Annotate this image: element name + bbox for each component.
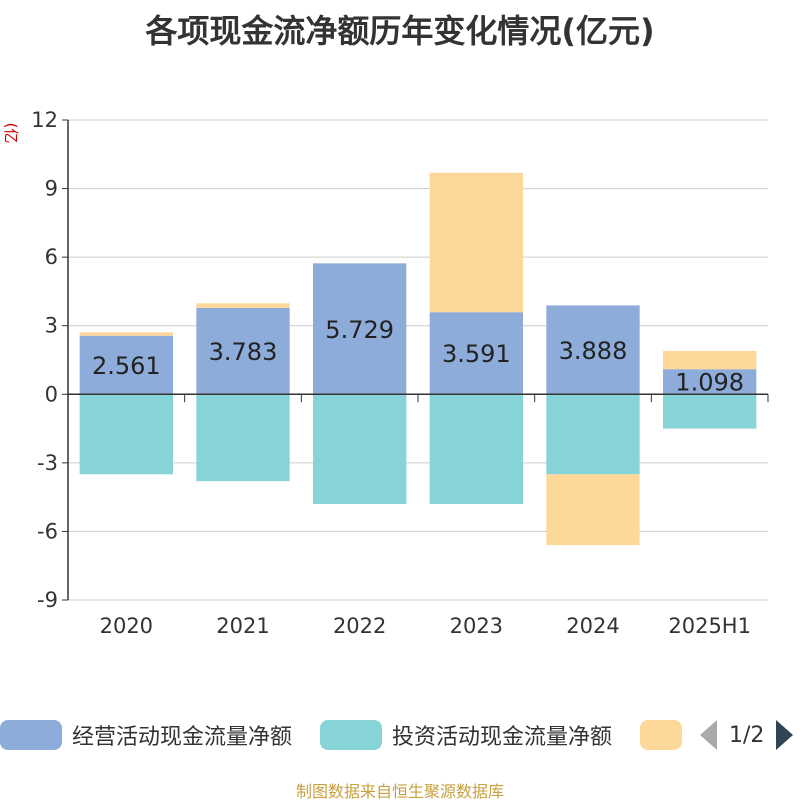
bar-operating-2021	[196, 307, 290, 395]
legend-pager: 1/2	[700, 713, 794, 757]
data-label-operating: 1.098	[675, 369, 744, 397]
legend-label-investing: 投资活动现金流量净额	[392, 725, 613, 750]
bar-investing-2025H1	[663, 394, 757, 429]
legend-page-indicator: 1/2	[729, 722, 765, 748]
x-tick-label: 2022	[333, 614, 386, 638]
x-tick-label: 2023	[450, 614, 503, 638]
bar-investing-2023	[429, 394, 523, 504]
legend-item-investing[interactable]: 投资活动现金流量净额	[320, 713, 612, 757]
axes: -9 -6 -3 0 3 6 9 12 2020 2021 2022 2023 2024 2025H1	[31, 108, 769, 638]
bar-operating-2020	[79, 335, 173, 395]
bar-financing-2024	[546, 474, 640, 546]
data-labels: 2.561 3.783 5.729 3.591 3.888 1.098	[92, 316, 744, 397]
chart-plot: -9 -6 -3 0 3 6 9 12 2020 2021 2022 2023 2024 2025H1 2…	[31, 108, 769, 638]
bars	[79, 172, 757, 546]
legend-next-page-icon[interactable]	[776, 720, 794, 750]
legend-swatch-investing	[320, 720, 382, 750]
bar-operating-2022	[313, 263, 407, 395]
legend-label-operating: 经营活动现金流量净额	[72, 725, 293, 750]
legend-swatch-financing	[640, 720, 682, 750]
bar-operating-2024	[546, 305, 640, 395]
y-tick-label: -9	[37, 588, 58, 612]
grid-lines	[68, 119, 768, 601]
bar-investing-2021	[196, 394, 290, 482]
x-tick-label: 2020	[100, 614, 153, 638]
bar-financing-2023	[429, 172, 523, 313]
y-tick-label: 6	[45, 245, 58, 269]
bar-financing-2025H1	[663, 350, 757, 370]
x-tick-label: 2025H1	[668, 614, 751, 638]
data-label-operating: 5.729	[325, 316, 394, 344]
data-label-operating: 3.591	[442, 340, 511, 368]
bar-investing-2024	[546, 394, 640, 475]
bar-operating-2023	[429, 312, 523, 395]
y-tick-label: 0	[45, 382, 58, 406]
legend-item-financing[interactable]	[640, 713, 682, 757]
bar-investing-2022	[313, 394, 407, 504]
y-tick-label: -6	[37, 519, 58, 543]
legend-prev-page-icon[interactable]	[700, 720, 717, 750]
legend: 经营活动现金流量净额 投资活动现金流量净额 1/2	[0, 713, 800, 757]
y-tick-label: 12	[31, 108, 58, 132]
y-tick-label: 9	[45, 177, 58, 201]
legend-swatch-operating	[0, 720, 62, 750]
data-source-note: 制图数据来自恒生聚源数据库	[295, 782, 504, 801]
x-tick-label: 2021	[216, 614, 269, 638]
bar-investing-2020	[79, 394, 173, 475]
data-label-operating: 3.783	[209, 338, 278, 366]
data-label-operating: 3.888	[559, 337, 628, 365]
bar-operating-2025H1	[663, 369, 757, 395]
data-label-operating: 2.561	[92, 352, 161, 380]
chart-title: 各项现金流净额历年变化情况(亿元)	[145, 12, 655, 50]
bar-financing-2020	[79, 332, 173, 336]
y-tick-label: 3	[45, 314, 58, 338]
x-tick-label: 2024	[566, 614, 619, 638]
bar-financing-2021	[196, 303, 290, 308]
y-tick-label: -3	[37, 451, 58, 475]
legend-item-operating[interactable]: 经营活动现金流量净额	[0, 713, 292, 757]
